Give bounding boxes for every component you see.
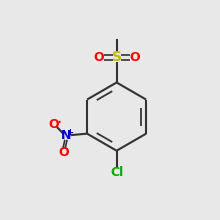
Text: +: + [66, 128, 73, 137]
Text: S: S [112, 50, 122, 64]
Text: ·: · [56, 114, 61, 132]
Text: O: O [129, 51, 139, 64]
Text: O: O [49, 118, 59, 131]
Text: O: O [94, 51, 104, 64]
Text: N: N [61, 129, 71, 142]
Text: Cl: Cl [110, 166, 123, 179]
Text: O: O [59, 146, 69, 159]
